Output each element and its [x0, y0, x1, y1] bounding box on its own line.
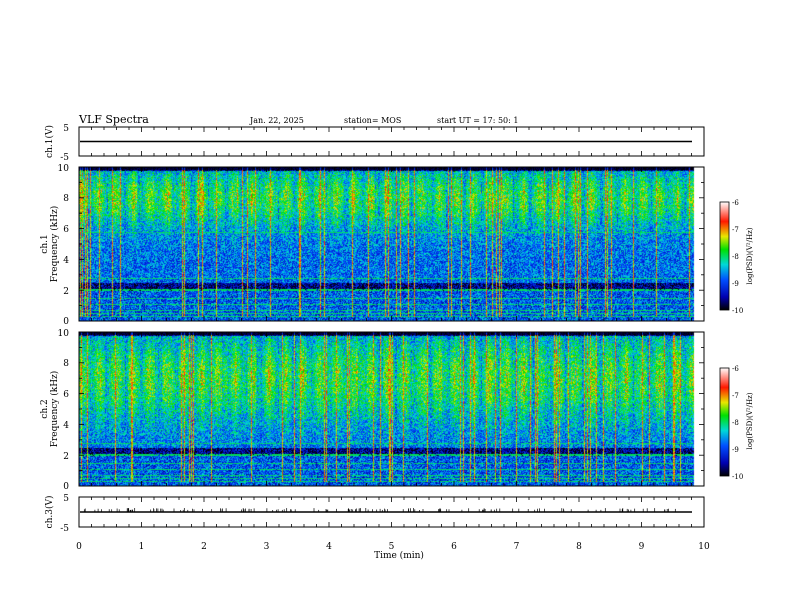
colorbar-ch2-tick-9: -9 — [732, 446, 739, 454]
spectrogram-ch2-ytick-6: 6 — [63, 390, 69, 400]
colorbar-ch2-tick-7: -7 — [732, 392, 739, 400]
spectrogram-ch1-ytick-4: 4 — [63, 256, 69, 266]
spectrogram-ch1-ytick-10: 10 — [58, 164, 70, 174]
x-tick-label: 4 — [326, 542, 332, 552]
waveform-ch1-ytick-top: 5 — [63, 124, 69, 134]
panel-ch1-spectrogram: 0 2 4 6 8 10 ch.1 Frequency (kHz) — [40, 164, 705, 327]
spectrogram-ch2-ytick-10: 10 — [58, 329, 70, 339]
x-axis-tick-labels: 0 1 2 3 4 5 6 7 8 9 10 — [76, 542, 710, 552]
colorbar-ch1: -6 -7 -8 -9 -10 log(PSD)(V²/Hz) — [719, 199, 754, 315]
colorbar-ch2-tick-6: -6 — [732, 365, 739, 373]
waveform-ch1-ylabel: ch.1(V) — [44, 125, 55, 158]
waveform-ch1-ytick-bottom: -5 — [60, 153, 69, 163]
x-tick-label: 10 — [698, 542, 710, 552]
colorbar-ch1-tick-10: -10 — [732, 307, 743, 315]
waveform-ch3-frame — [78, 496, 705, 528]
spectrogram-ch1-ytick-6: 6 — [63, 225, 69, 235]
x-tick-label: 9 — [639, 542, 645, 552]
colorbar-ch2-label: log(PSD)(V²/Hz) — [746, 392, 754, 449]
x-tick-label: 8 — [576, 542, 582, 552]
panel-ch3-waveform: 5 -5 ch.3(V) — [44, 494, 705, 534]
colorbar-ch2-tick-10: -10 — [732, 473, 743, 481]
x-tick-label: 7 — [514, 542, 520, 552]
colorbar-ch1-tick-8: -8 — [732, 253, 739, 261]
waveform-ch3-ylabel: ch.3(V) — [44, 496, 55, 529]
date-label: Jan. 22, 2025 — [249, 116, 304, 125]
colorbar-ch2-tick-8: -8 — [732, 419, 739, 427]
spectrogram-ch1-ytick-8: 8 — [63, 194, 69, 204]
x-tick-label: 2 — [201, 542, 207, 552]
x-tick-label: 6 — [451, 542, 457, 552]
waveform-ch3-ytick-bottom: -5 — [60, 524, 69, 534]
spectrogram-ch2-image — [79, 332, 704, 486]
colorbar-ch2: -6 -7 -8 -9 -10 log(PSD)(V²/Hz) — [719, 365, 754, 481]
colorbar-ch1-tick-6: -6 — [732, 199, 739, 207]
panel-ch2-spectrogram: 0 2 4 6 8 10 ch.2 Frequency (kHz) — [40, 329, 705, 492]
x-tick-label: 5 — [389, 542, 395, 552]
waveform-ch3-ytick-top: 5 — [63, 494, 69, 504]
spectrogram-ch2-ytick-2: 2 — [63, 452, 69, 462]
spectrogram-ch2-channel-label: ch.2 — [40, 399, 50, 418]
spectrogram-ch1-channel-label: ch.1 — [40, 234, 50, 253]
station-label: station= MOS — [344, 116, 401, 125]
x-tick-label: 3 — [264, 542, 270, 552]
colorbar-ch2-gradient — [719, 367, 730, 477]
spectrogram-ch1-ylabel: Frequency (kHz) — [49, 206, 60, 283]
spectrogram-ch1-ytick-0: 0 — [63, 317, 69, 327]
spectrogram-ch2-ytick-8: 8 — [63, 359, 69, 369]
x-tick-label: 0 — [76, 542, 82, 552]
colorbar-ch1-tick-9: -9 — [732, 280, 739, 288]
spectrogram-ch1-ytick-2: 2 — [63, 287, 69, 297]
spectrogram-ch2-ylabel: Frequency (kHz) — [49, 371, 60, 448]
start-time-label: start UT = 17: 50: 1 — [437, 116, 518, 125]
colorbar-ch1-label: log(PSD)(V²/Hz) — [746, 227, 754, 284]
waveform-ch3-spikes — [83, 508, 676, 512]
colorbar-ch1-tick-7: -7 — [732, 226, 739, 234]
spectrogram-ch1-frame — [78, 166, 705, 322]
spectrogram-ch2-ytick-4: 4 — [63, 421, 69, 431]
spectrogram-ch2-ytick-0: 0 — [63, 482, 69, 492]
spectrogram-ch1-image — [79, 167, 704, 321]
colorbar-ch1-gradient — [719, 201, 730, 311]
waveform-ch1-frame — [78, 126, 705, 157]
figure-title: VLF Spectra — [78, 113, 149, 126]
spectrogram-ch2-frame — [78, 331, 705, 487]
x-tick-label: 1 — [139, 542, 145, 552]
panel-ch1-waveform: 5 -5 ch.1(V) — [44, 124, 705, 163]
x-axis-label: Time (min) — [374, 550, 424, 561]
